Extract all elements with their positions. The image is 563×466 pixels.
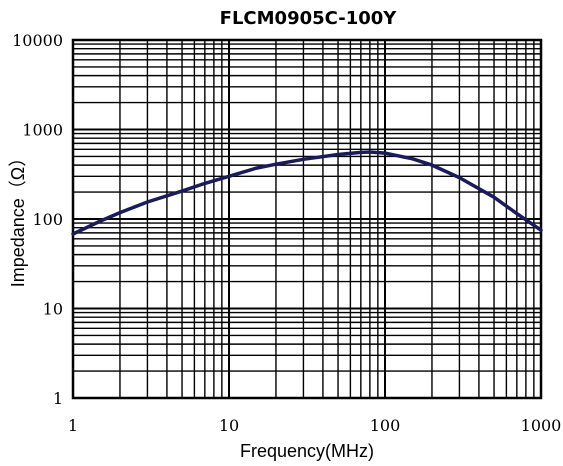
x-tick-label: 1 [68, 416, 78, 435]
y-tick-label: 1000 [22, 121, 63, 140]
x-tick-labels: 1 10 100 1000 [68, 416, 561, 435]
x-tick-label: 10 [219, 416, 239, 435]
grid [72, 40, 541, 399]
x-tick-label: 100 [370, 416, 401, 435]
y-tick-labels: 1 10 100 1000 10000 [12, 31, 63, 408]
chart-title: FLCM0905C-100Y [220, 8, 398, 29]
y-axis-label: Impedance（Ω） [8, 149, 28, 288]
y-tick-label: 10 [43, 300, 63, 319]
impedance-curve [71, 150, 543, 236]
plot-frame [71, 38, 543, 400]
y-tick-label: 10000 [12, 31, 63, 50]
y-tick-label: 1 [53, 389, 63, 408]
x-axis-label: Frequency(MHz) [240, 441, 374, 461]
x-tick-label: 1000 [521, 416, 562, 435]
y-tick-label: 100 [32, 210, 63, 229]
